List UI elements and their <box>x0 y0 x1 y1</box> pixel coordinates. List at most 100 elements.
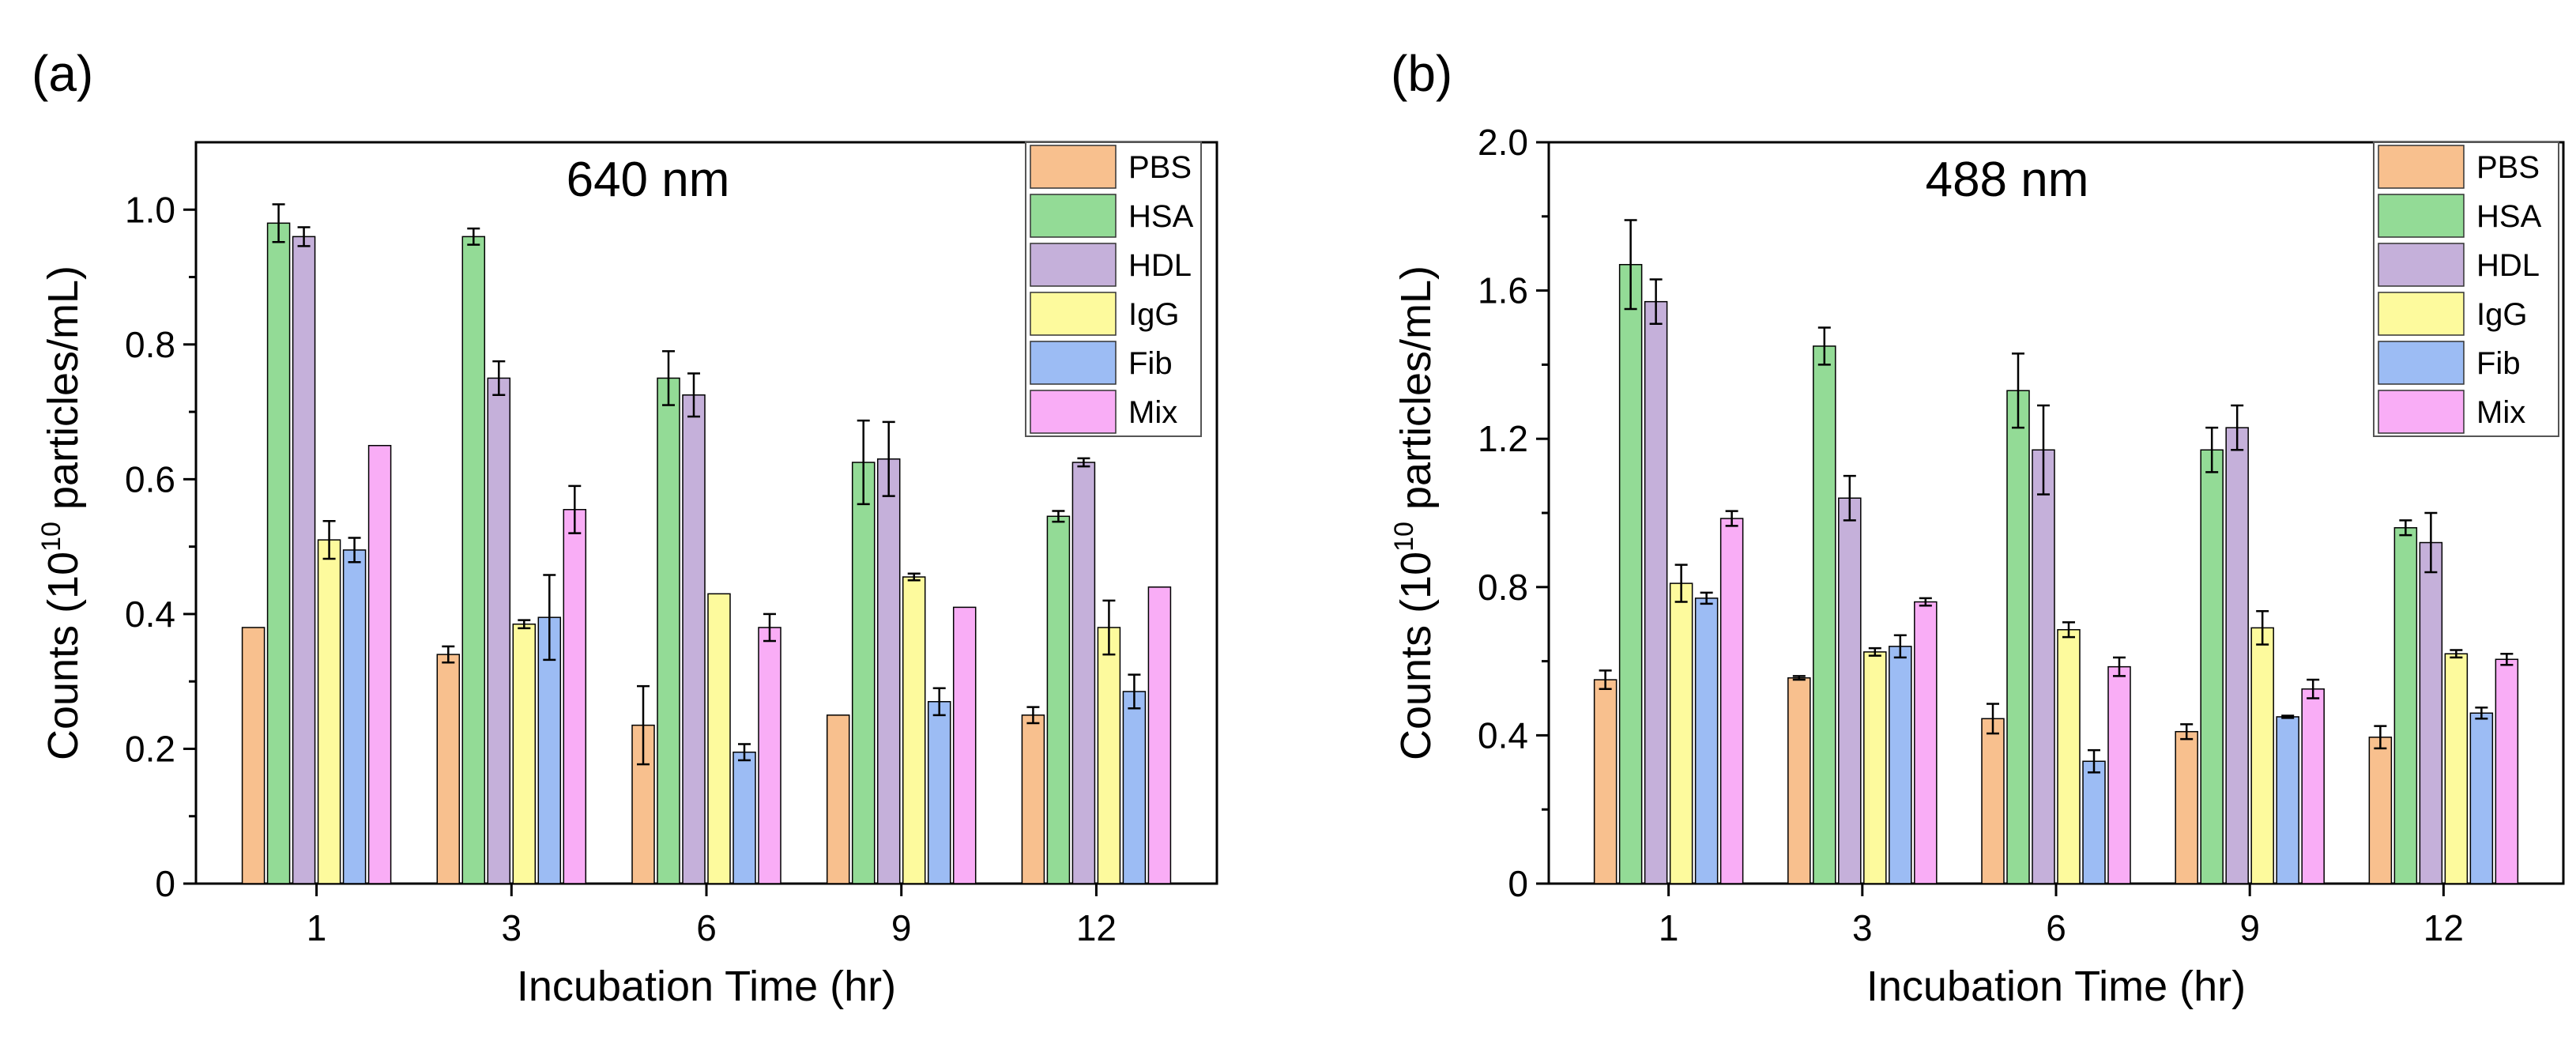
bar-fib <box>342 549 367 884</box>
legend-label-mix: Mix <box>1128 395 1177 430</box>
x-tick-label: 6 <box>2046 907 2066 948</box>
bar-hsa <box>461 236 486 884</box>
legend-swatch-pbs <box>2378 145 2465 189</box>
y-tick-label: 0.4 <box>1478 714 1528 756</box>
y-axis-label-suffix: particles/mL) <box>1392 266 1440 522</box>
bar-igg <box>1097 627 1121 884</box>
x-tick-label: 6 <box>696 907 717 948</box>
legend-label-hsa: HSA <box>1128 199 1194 234</box>
legend-swatch-hsa <box>2378 194 2465 238</box>
legend-label-igg: IgG <box>2476 297 2527 332</box>
legend-label-igg: IgG <box>1128 297 1179 332</box>
bar-igg <box>1669 582 1693 884</box>
bar-igg <box>512 623 537 884</box>
y-tick-label: 2.0 <box>1478 122 1528 163</box>
bar-igg <box>2250 627 2274 884</box>
y-axis-label: Counts (1010 particles/mL) <box>36 266 87 760</box>
bar-pbs <box>2175 730 2198 884</box>
y-tick-label: 0.2 <box>125 728 175 769</box>
bar-mix <box>2495 658 2519 884</box>
bar-igg <box>2057 628 2081 884</box>
bar-pbs <box>1787 677 1811 884</box>
bar-hdl <box>876 458 901 884</box>
bar-igg <box>902 576 926 884</box>
y-axis-label-prefix: Counts (10 <box>40 552 87 760</box>
chart-title: 488 nm <box>1926 153 2089 207</box>
bar-hsa <box>2006 390 2030 884</box>
panel-label: (b) <box>1391 45 1452 102</box>
legend-swatch-mix <box>1030 390 1117 434</box>
legend-label-mix: Mix <box>2476 395 2525 430</box>
legend-label-hsa: HSA <box>2476 199 2542 234</box>
x-tick-label: 3 <box>501 907 522 948</box>
legend-label-pbs: PBS <box>1128 150 1192 185</box>
bar-fib <box>2469 712 2494 884</box>
legend-swatch-hdl <box>2378 243 2465 287</box>
y-axis-label-suffix: particles/mL) <box>40 266 87 522</box>
bar-mix <box>1147 586 1172 884</box>
bar-hsa <box>2393 527 2418 884</box>
x-tick-label: 3 <box>1852 907 1873 948</box>
bar-pbs <box>1593 679 1618 884</box>
legend-frame <box>2373 141 2559 437</box>
x-tick-label: 1 <box>307 907 327 948</box>
x-tick-label: 1 <box>1659 907 1679 948</box>
bar-hsa <box>1618 264 1643 884</box>
bar-fib <box>1889 646 1912 884</box>
y-tick-label: 0.8 <box>125 324 175 365</box>
bar-fib <box>927 701 951 884</box>
legend-frame <box>1025 141 1202 437</box>
legend-label-hdl: HDL <box>1128 248 1192 283</box>
legend-label-hdl: HDL <box>2476 248 2540 283</box>
bar-pbs <box>1021 714 1045 884</box>
bar-mix <box>367 444 392 884</box>
legend-swatch-mix <box>2378 390 2465 434</box>
bar-pbs <box>826 714 850 884</box>
legend-swatch-pbs <box>1030 145 1117 189</box>
bar-fib <box>2276 716 2299 884</box>
y-tick-label: 1.0 <box>125 189 175 230</box>
x-axis-label: Incubation Time (hr) <box>517 963 896 1010</box>
bar-fib <box>733 751 756 884</box>
y-tick-label: 0.4 <box>125 594 175 635</box>
legend-label-fib: Fib <box>1128 346 1173 381</box>
y-tick-label: 0 <box>155 863 175 904</box>
panel-b: 0 0.4 0.8 1.2 1.6 2.0 1 3 6 9 12 (b) 488 nm Incubatio… <box>1389 45 2565 1010</box>
bar-hdl <box>2032 449 2055 884</box>
legend-swatch-igg <box>2378 292 2465 336</box>
bar-pbs <box>1981 718 2005 884</box>
y-axis-label-prefix: Counts (10 <box>1392 552 1440 760</box>
y-tick-label: 1.2 <box>1478 418 1528 459</box>
panel-a: 0 0.2 0.4 0.6 0.8 1.0 1 3 6 9 12 (a) 640 nm Incubatio… <box>32 45 1218 1010</box>
y-axis-label-exponent: 10 <box>1389 522 1419 552</box>
bar-hsa <box>851 462 876 884</box>
bar-pbs <box>241 627 266 884</box>
y-axis-label: Counts (1010 particles/mL) <box>1389 266 1440 760</box>
bar-igg <box>2444 653 2469 884</box>
bar-mix <box>1719 518 1744 884</box>
bar-pbs <box>2368 736 2393 884</box>
x-tick-label: 12 <box>1076 907 1117 948</box>
bar-igg <box>707 593 731 884</box>
legend-swatch-igg <box>1030 292 1117 336</box>
legend-swatch-hsa <box>1030 194 1117 238</box>
legend-swatch-hdl <box>1030 243 1117 287</box>
y-tick-label: 0 <box>1508 863 1528 904</box>
bar-hdl <box>2225 427 2249 884</box>
bar-mix <box>2301 688 2325 884</box>
x-tick-label: 9 <box>2239 907 2260 948</box>
bar-igg <box>1863 651 1887 884</box>
chart-title: 640 nm <box>567 153 730 207</box>
bar-hsa <box>266 222 291 884</box>
legend-swatch-fib <box>1030 341 1117 385</box>
bar-hdl <box>1644 300 1668 884</box>
y-tick-label: 1.6 <box>1478 270 1528 311</box>
bar-fib <box>537 616 562 884</box>
bar-mix <box>758 627 781 884</box>
legend: PBS HSA HDL IgG Fib Mix <box>2373 141 2559 437</box>
bar-hdl <box>1838 497 1862 884</box>
bar-hdl <box>292 236 316 884</box>
bar-hdl <box>682 394 706 884</box>
